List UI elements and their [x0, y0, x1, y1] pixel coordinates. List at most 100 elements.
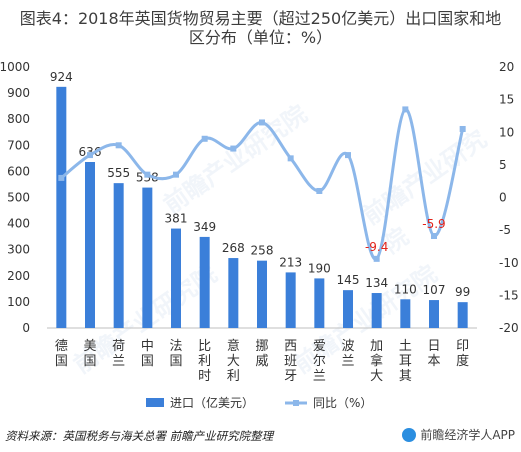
bar-value-label: 110 — [394, 282, 417, 296]
bar — [343, 290, 353, 328]
legend-line-marker — [293, 400, 299, 406]
yoy-marker — [373, 255, 380, 262]
yoy-value-label: -9.4 — [365, 240, 388, 254]
legend-line-label: 同比（%） — [313, 396, 372, 410]
category-label-char: 波 — [341, 339, 354, 354]
category-label-char: 中 — [141, 339, 154, 354]
y-left-tick-label: 1000 — [0, 60, 30, 74]
bar-value-label: 134 — [365, 276, 388, 290]
category-label-char: 班 — [284, 354, 297, 369]
bar — [142, 187, 153, 328]
bar-value-label: 381 — [165, 212, 188, 226]
yoy-marker — [316, 187, 323, 194]
category-label: 挪威 — [255, 339, 268, 369]
bar — [257, 260, 267, 328]
legend-bar-swatch — [146, 398, 164, 407]
chart-title-line2: 区分布（单位：%） — [188, 28, 333, 47]
category-label-char: 拿 — [370, 353, 383, 369]
legend-bar-label: 进口（亿美元） — [170, 395, 254, 410]
y-right-tick-label: 5 — [499, 158, 507, 172]
y-right-tick-label: -5 — [499, 223, 511, 237]
category-label-char: 耳 — [399, 354, 412, 369]
y-left-tick-label: 800 — [7, 112, 30, 126]
bar — [199, 236, 210, 328]
brand-name: 前瞻经济学人APP — [420, 428, 515, 442]
y-right-tick-label: -10 — [499, 256, 519, 270]
y-left-tick-label: 100 — [7, 295, 30, 309]
category-label-char: 本 — [427, 354, 440, 369]
category-label-char: 意 — [227, 338, 240, 354]
category-label-char: 荷 — [112, 339, 125, 354]
category-label: 荷兰 — [112, 339, 125, 369]
category-label-char: 大 — [227, 354, 240, 369]
y-left-tick-label: 600 — [7, 164, 30, 178]
yoy-marker — [144, 171, 151, 178]
chart-title-line1: 图表4：2018年英国货物贸易主要（超过250亿美元）出口国家和地 — [19, 9, 502, 28]
category-label-char: 印 — [456, 339, 469, 354]
category-label: 比利时 — [198, 339, 211, 384]
bar-value-label: 924 — [50, 70, 73, 84]
bar-value-label: 107 — [423, 283, 446, 297]
chart-title: 图表4：2018年英国货物贸易主要（超过250亿美元）出口国家和地 区分布（单位… — [0, 9, 521, 47]
y-left-tick-label: 200 — [7, 269, 30, 283]
yoy-marker — [87, 152, 93, 159]
bar-value-label: 349 — [193, 220, 216, 234]
chart-area: 1000900800700600500400300200100020151050… — [0, 60, 519, 410]
bar — [56, 86, 67, 328]
bar-value-label: 555 — [107, 166, 130, 180]
category-label: 美国 — [83, 339, 96, 369]
category-label: 日本 — [427, 339, 440, 369]
category-label-char: 兰 — [341, 354, 354, 369]
category-label: 中国 — [141, 339, 154, 369]
source-note: 资料来源：英国税务与海关总署 前瞻产业研究院整理 — [5, 429, 274, 443]
yoy-marker — [259, 119, 265, 126]
y-right-tick-label: 0 — [499, 191, 507, 205]
category-label-char: 国 — [169, 354, 182, 369]
category-label-char: 土 — [399, 339, 412, 354]
y-right-tick-label: 20 — [499, 60, 514, 74]
y-left-tick-label: 400 — [7, 217, 30, 231]
bar — [429, 300, 439, 328]
bar — [285, 272, 296, 328]
category-label: 波兰 — [341, 339, 354, 369]
category-label: 爱尔兰 — [313, 339, 326, 384]
bar-value-label: 190 — [308, 261, 331, 275]
bar-value-label: 268 — [222, 241, 245, 255]
bar-value-label: 258 — [251, 244, 274, 258]
bar — [400, 299, 411, 328]
y-right-tick-label: -15 — [499, 288, 519, 302]
yoy-marker — [287, 155, 294, 162]
yoy-marker — [402, 106, 409, 113]
y-right-tick-label: -20 — [499, 321, 519, 335]
category-label-char: 德 — [55, 339, 68, 354]
bar — [314, 278, 325, 328]
bar-value-label: 636 — [79, 145, 102, 159]
y-left-tick-label: 500 — [7, 191, 30, 205]
bar — [371, 293, 382, 328]
y-left-tick-label: 700 — [7, 138, 30, 152]
category-label: 土耳其 — [399, 339, 412, 384]
brand: 前瞻经济学人APP — [402, 426, 515, 443]
yoy-marker — [230, 145, 237, 152]
category-label-char: 西 — [284, 339, 297, 354]
footer: 资料来源：英国税务与海关总署 前瞻产业研究院整理 前瞻经济学人APP — [0, 425, 521, 447]
yoy-marker — [431, 232, 437, 239]
category-label: 德国 — [55, 339, 68, 369]
category-label-char: 尔 — [313, 354, 326, 369]
bar — [85, 162, 95, 328]
yoy-marker — [58, 174, 65, 181]
yoy-marker — [173, 171, 179, 178]
yoy-marker — [345, 152, 351, 159]
category-label: 法国 — [169, 339, 182, 369]
category-label-char: 时 — [198, 369, 211, 384]
bar-value-label: 213 — [279, 255, 302, 269]
category-label-char: 利 — [227, 369, 240, 384]
category-label-char: 加 — [370, 339, 383, 354]
y-left-tick-label: 900 — [7, 86, 30, 100]
bar-value-label: 99 — [455, 285, 470, 299]
brand-logo-icon — [402, 427, 417, 442]
category-label-char: 挪 — [255, 339, 268, 354]
category-label-char: 度 — [456, 353, 469, 369]
bar — [228, 258, 239, 328]
category-label-char: 兰 — [112, 354, 125, 369]
